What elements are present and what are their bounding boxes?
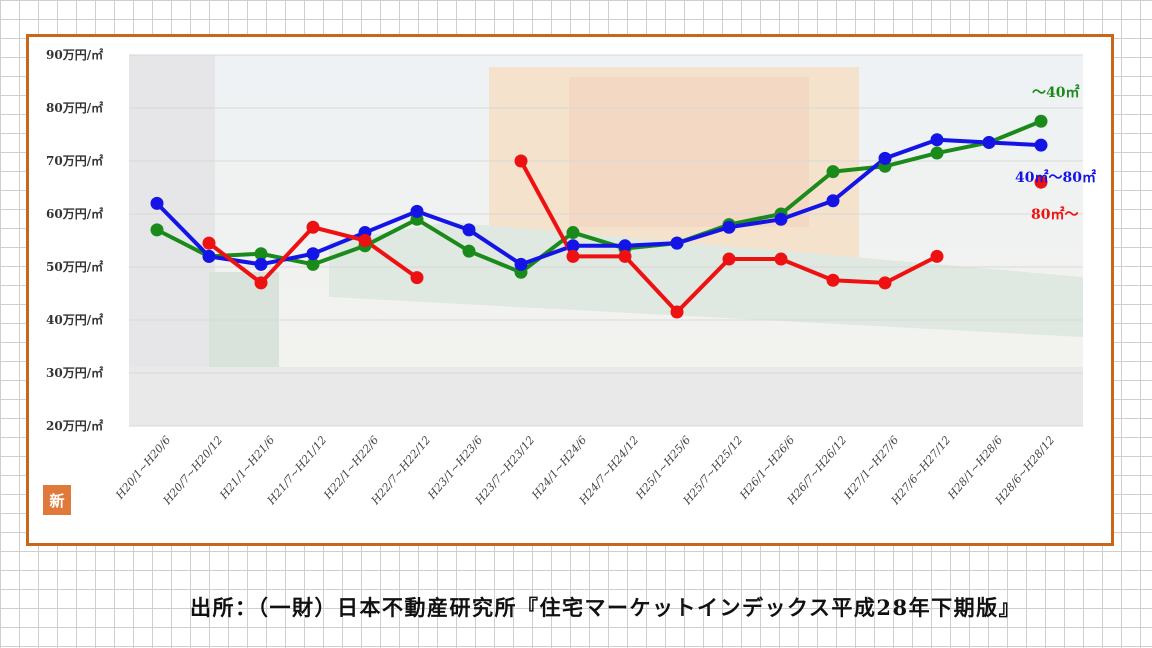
data-point [722, 220, 736, 234]
data-point [878, 151, 892, 165]
data-point [150, 196, 164, 210]
y-axis-tick-labels: 20万円/㎡ 30万円/㎡ 40万円/㎡ 50万円/㎡ 60万円/㎡ 70万円/㎡ 80万円… [46, 47, 103, 433]
data-point [1034, 114, 1048, 128]
series-line-1 [155, 137, 1042, 267]
data-point [930, 249, 944, 263]
photo-backdrop [129, 55, 1083, 426]
data-point [306, 220, 320, 234]
x-tick-label: H27/1~H27/6 [841, 434, 902, 503]
series-labels: ～40㎡ 40㎡～80㎡ 80㎡～ [1015, 84, 1096, 223]
series-line-0 [156, 119, 1042, 275]
data-point [566, 249, 580, 263]
y-tick-label: 70万円/㎡ [46, 153, 103, 168]
new-badge: 新 [43, 485, 71, 515]
data-point [306, 257, 320, 271]
data-point [254, 247, 268, 261]
data-point [930, 133, 944, 147]
data-point [150, 223, 164, 237]
y-tick-label: 80万円/㎡ [46, 100, 103, 115]
x-tick-label: H22/1~H22/6 [321, 434, 382, 503]
series-lines [155, 119, 1042, 312]
data-point [254, 276, 268, 290]
data-point [618, 249, 632, 263]
data-point [202, 236, 216, 250]
x-tick-label: H28/1~H28/6 [945, 434, 1006, 503]
data-point [306, 247, 320, 261]
data-point [1034, 138, 1048, 152]
data-point [1034, 175, 1048, 189]
series-label-under-40: ～40㎡ [1032, 84, 1079, 101]
series-label-over-80: 80㎡～ [1031, 206, 1078, 223]
x-tick-label: H21/1~H21/6 [217, 434, 278, 503]
y-tick-label: 40万円/㎡ [46, 312, 103, 327]
new-badge-text: 新 [49, 492, 64, 510]
chart-frame: 20万円/㎡ 30万円/㎡ 40万円/㎡ 50万円/㎡ 60万円/㎡ 70万円/㎡ 80万円… [26, 34, 1114, 546]
data-point [774, 212, 788, 226]
data-point [462, 223, 476, 237]
data-point [410, 204, 424, 218]
data-point [202, 249, 216, 263]
x-tick-label: H20/1~H20/6 [113, 434, 174, 503]
data-point [774, 252, 788, 266]
chart-grid [129, 54, 1083, 427]
data-point [254, 257, 268, 271]
data-point [722, 252, 736, 266]
data-point [410, 271, 424, 285]
data-point [514, 257, 528, 271]
x-tick-label: H25/1~H25/6 [633, 434, 694, 503]
data-point [930, 146, 944, 160]
x-tick-label: H24/1~H24/6 [529, 434, 590, 503]
data-point [670, 236, 684, 250]
x-axis-tick-labels: H20/1~H20/6H20/7~H20/12H21/1~H21/6H21/7~… [113, 434, 1058, 508]
series-points [150, 114, 1048, 319]
data-point [826, 165, 840, 179]
source-note: 出所：（一財）日本不動産研究所『住宅マーケットインデックス平成28年下期版』 [190, 595, 1022, 620]
data-point [358, 234, 372, 247]
series-label-40-80: 40㎡～80㎡ [1015, 169, 1096, 186]
y-tick-label: 30万円/㎡ [46, 365, 103, 380]
data-point [670, 305, 684, 319]
data-point [462, 244, 476, 258]
data-point [878, 276, 892, 290]
data-point [566, 239, 580, 253]
y-tick-label: 20万円/㎡ [46, 418, 103, 433]
y-tick-label: 50万円/㎡ [46, 259, 103, 274]
y-tick-label: 60万円/㎡ [46, 206, 103, 221]
x-tick-label: H23/1~H23/6 [425, 434, 486, 503]
data-point [826, 273, 840, 287]
data-point [826, 194, 840, 208]
x-tick-label: H26/1~H26/6 [737, 434, 798, 503]
data-point [514, 154, 528, 168]
y-tick-label: 90万円/㎡ [46, 47, 103, 62]
line-chart: 20万円/㎡ 30万円/㎡ 40万円/㎡ 50万円/㎡ 60万円/㎡ 70万円/㎡ 80万円… [43, 47, 1096, 515]
data-point [566, 226, 580, 240]
data-point [618, 239, 632, 253]
data-point [982, 135, 996, 149]
